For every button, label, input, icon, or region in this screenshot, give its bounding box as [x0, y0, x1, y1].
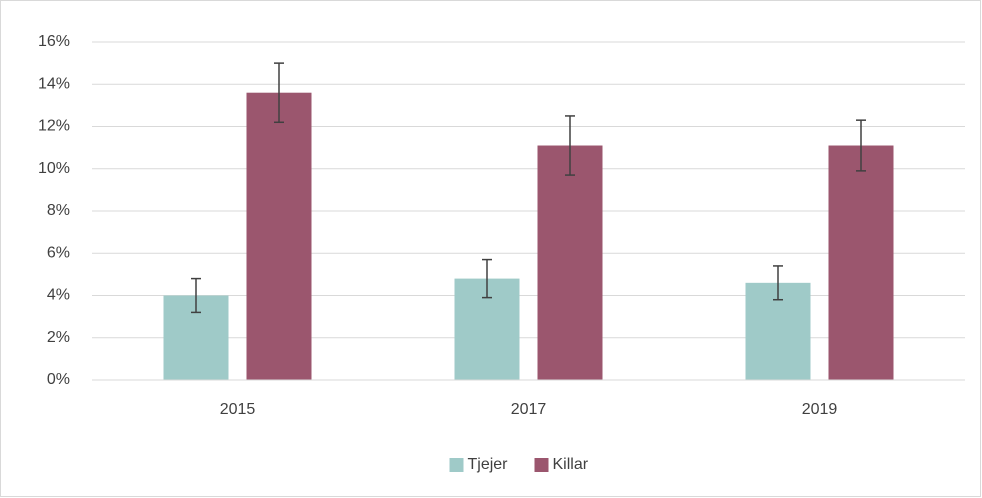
- y-tick-label: 4%: [47, 287, 70, 304]
- error-bar: [856, 119, 866, 172]
- legend-label: Tjejer: [468, 456, 509, 473]
- bar: [537, 145, 603, 380]
- bar: [246, 92, 312, 380]
- x-tick-label: 2015: [220, 401, 256, 418]
- bar: [828, 145, 894, 380]
- error-bar: [191, 277, 201, 314]
- y-tick-label: 10%: [38, 160, 70, 177]
- legend-swatch: [534, 458, 549, 472]
- y-tick-label: 2%: [47, 329, 70, 346]
- x-tick-label: 2019: [802, 401, 838, 418]
- y-tick-label: 16%: [38, 33, 70, 50]
- y-tick-label: 0%: [47, 371, 70, 388]
- error-bar: [274, 62, 284, 124]
- error-bar: [773, 265, 783, 301]
- error-bar: [565, 115, 575, 176]
- y-tick-label: 8%: [47, 202, 70, 219]
- error-bar: [482, 258, 492, 299]
- x-tick-label: 2017: [511, 401, 547, 418]
- y-tick-label: 12%: [38, 118, 70, 135]
- y-tick-label: 6%: [47, 244, 70, 261]
- legend-swatch: [449, 458, 464, 472]
- legend-label: Killar: [553, 456, 589, 473]
- y-tick-label: 14%: [38, 75, 70, 92]
